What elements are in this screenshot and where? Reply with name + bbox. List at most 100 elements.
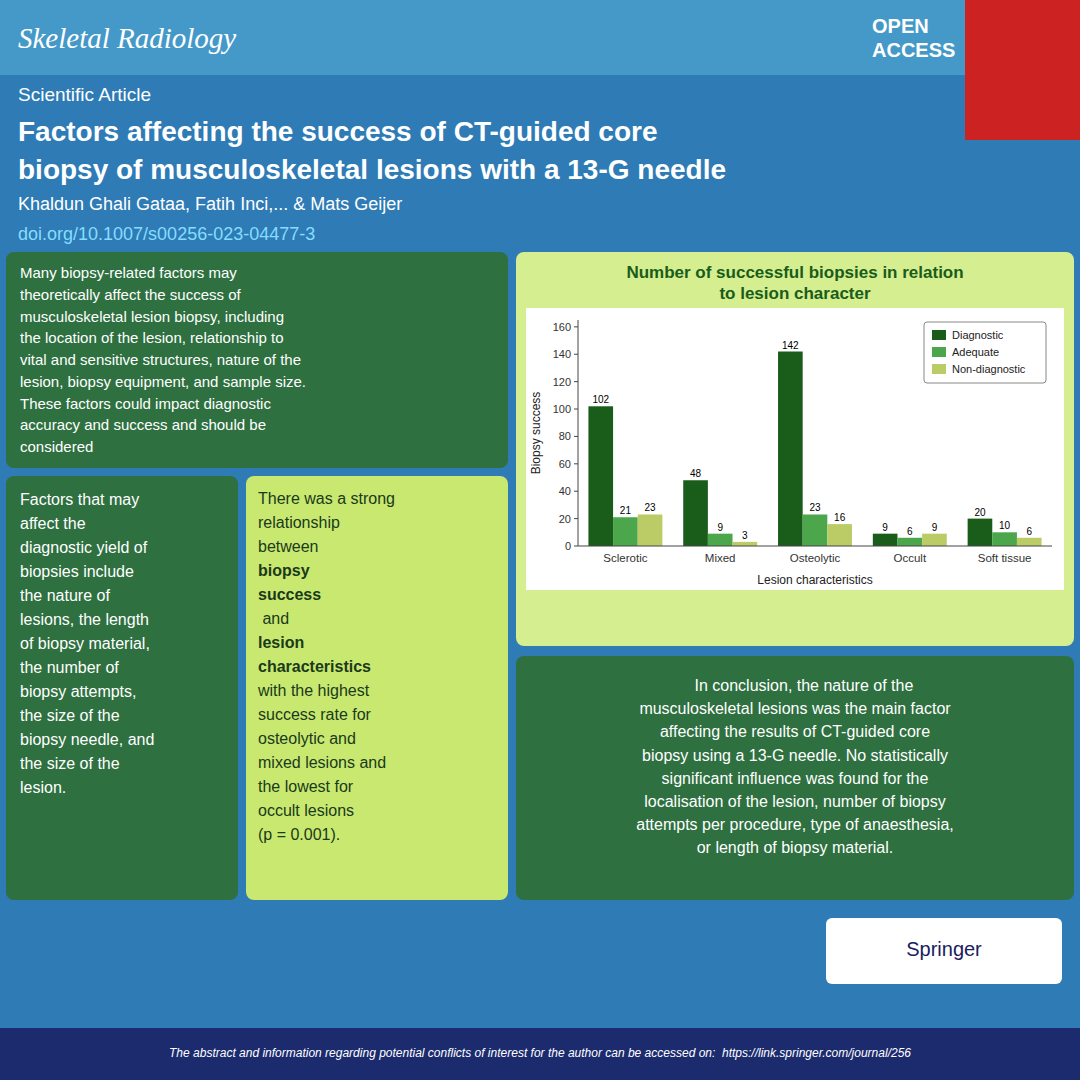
data-labels: 10248142920219236102331696 <box>592 340 1032 541</box>
legend-swatch <box>932 330 946 340</box>
y-tick-label: 0 <box>565 540 571 552</box>
data-label: 20 <box>974 507 986 518</box>
footer-bar: The abstract and information regarding p… <box>0 1028 1080 1080</box>
x-axis-line <box>578 546 1052 547</box>
y-tick-label: 160 <box>553 321 571 333</box>
bar <box>827 524 852 546</box>
x-tick-label: Occult <box>894 552 927 564</box>
abstract-text: Many biopsy-related factors may theoreti… <box>20 262 306 458</box>
conclusion-text: In conclusion, the nature of the musculo… <box>516 674 1074 860</box>
authors: Khaldun Ghali Gataa, Fatih Inci,... & Ma… <box>18 194 402 215</box>
legend-entry: Adequate <box>952 346 999 358</box>
bar <box>613 517 638 546</box>
open-access-text: OPEN <box>872 14 929 38</box>
data-label: 23 <box>809 502 821 513</box>
data-label: 6 <box>1026 526 1032 537</box>
bar <box>922 534 947 546</box>
data-label: 3 <box>742 530 748 541</box>
relationship-line: osteolytic and <box>258 728 356 750</box>
doi: doi.org/10.1007/s00256-023-04477-3 <box>18 224 315 245</box>
x-tick-label: Soft tissue <box>978 552 1032 564</box>
legend-entry: Diagnostic <box>952 329 1004 341</box>
data-label: 21 <box>620 505 632 516</box>
publisher-name: Springer <box>826 938 1062 961</box>
article-type: Scientific Article <box>18 84 151 106</box>
y-tick-label: 120 <box>553 376 571 388</box>
y-tick-label: 140 <box>553 348 571 360</box>
relationship-line: There was a strong <box>258 488 395 510</box>
legend-swatch <box>932 364 946 374</box>
paper-title: biopsy of musculoskeletal lesions with a… <box>18 152 726 188</box>
data-label: 10 <box>999 520 1011 531</box>
legend-frame <box>924 322 1046 383</box>
legend-swatch <box>932 347 946 357</box>
y-tick <box>574 409 578 410</box>
relationship-line: characteristics <box>258 656 371 678</box>
bar <box>873 534 898 546</box>
y-tick <box>574 491 578 492</box>
data-label: 9 <box>932 522 938 533</box>
publisher-logo: Springer <box>826 918 1062 984</box>
relationship-line: the lowest for <box>258 776 353 798</box>
relationship-line: occult lesions <box>258 800 354 822</box>
x-tick-label: Sclerotic <box>603 552 647 564</box>
y-tick <box>574 354 578 355</box>
y-axis-line <box>578 320 579 546</box>
data-label: 9 <box>717 522 723 533</box>
x-axis-label: Lesion characteristics <box>757 573 872 587</box>
abstract-box: Many biopsy-related factors may theoreti… <box>6 252 508 468</box>
chart-title: Number of successful biopsies in relatio… <box>626 263 963 303</box>
chart-panel: Number of successful biopsies in relatio… <box>516 252 1074 646</box>
bar <box>733 542 758 546</box>
relationship-line: (p = 0.001). <box>258 824 340 846</box>
relationship-box: There was a strongrelationshipbetween bi… <box>246 476 508 900</box>
bar <box>803 514 828 546</box>
bar <box>897 538 922 546</box>
poster: Skeletal Radiology OPENACCESS Scientific A… <box>0 0 1080 1080</box>
relationship-line: between <box>258 536 323 558</box>
bar <box>1017 538 1042 546</box>
open-access-text: ACCESS <box>872 38 955 62</box>
x-tick-label: Mixed <box>705 552 736 564</box>
relationship-line: with the highest <box>258 680 369 702</box>
paper-title: Factors affecting the success of CT-guid… <box>18 114 657 150</box>
legend: Diagnostic Adequate Non-diagnostic <box>924 322 1046 383</box>
conclusion-box: In conclusion, the nature of the musculo… <box>516 656 1074 900</box>
data-label: 142 <box>782 340 799 351</box>
footer-text: The abstract and information regarding p… <box>0 1046 1080 1060</box>
data-label: 9 <box>882 522 888 533</box>
y-tick-label: 80 <box>559 430 571 442</box>
relationship-line: success <box>258 584 321 606</box>
data-label: 102 <box>592 394 609 405</box>
bar <box>778 352 803 546</box>
bar <box>708 534 733 546</box>
bar-chart: Number of successful biopsies in relatio… <box>526 260 1064 590</box>
data-label: 48 <box>690 468 702 479</box>
data-label: 16 <box>834 512 846 523</box>
factors-text: Factors that may affect the diagnostic y… <box>20 488 154 800</box>
bar <box>683 480 708 546</box>
y-tick <box>574 463 578 464</box>
y-tick-label: 40 <box>559 485 571 497</box>
y-axis-label: Biopsy success <box>529 392 543 475</box>
data-label: 23 <box>644 502 656 513</box>
bar <box>992 532 1017 546</box>
y-tick-label: 60 <box>559 458 571 470</box>
open-access-ribbon <box>965 0 1080 140</box>
bar <box>968 519 993 546</box>
x-tick-label: Osteolytic <box>790 552 841 564</box>
y-tick <box>574 518 578 519</box>
y-tick <box>574 546 578 547</box>
relationship-line: success rate for <box>258 704 371 726</box>
relationship-line: biopsy <box>258 560 310 582</box>
legend-entry: Non-diagnostic <box>952 363 1026 375</box>
journal-title: Skeletal Radiology <box>18 22 236 55</box>
bar <box>588 406 613 546</box>
y-tick <box>574 326 578 327</box>
relationship-line: relationship <box>258 512 340 534</box>
chart-background <box>526 308 1064 590</box>
relationship-line: lesion <box>258 632 304 654</box>
relationship-line: mixed lesions and <box>258 752 386 774</box>
y-tick <box>574 381 578 382</box>
relationship-line: and <box>258 608 289 630</box>
